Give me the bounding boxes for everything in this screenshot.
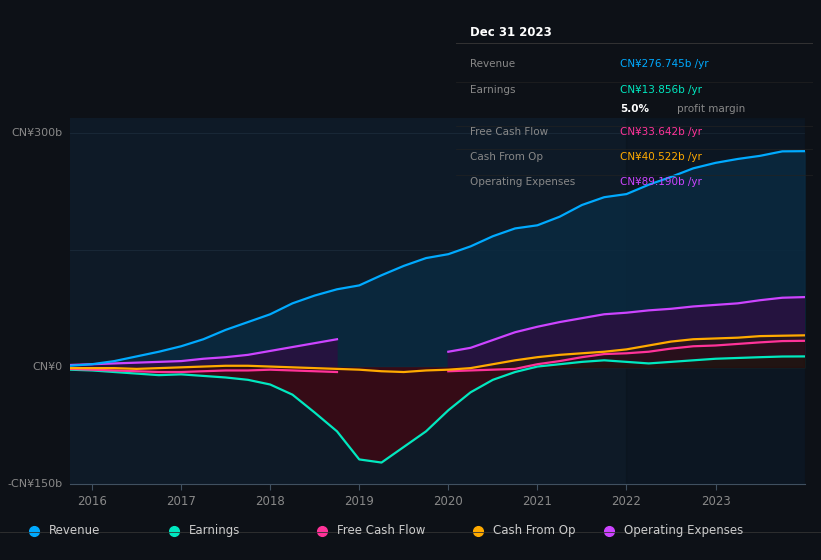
Text: CN¥33.642b /yr: CN¥33.642b /yr <box>620 127 702 137</box>
Text: profit margin: profit margin <box>677 104 745 114</box>
Text: Revenue: Revenue <box>470 59 515 69</box>
Text: Dec 31 2023: Dec 31 2023 <box>470 26 552 39</box>
Text: Cash From Op: Cash From Op <box>493 524 575 538</box>
Bar <box>626 118 805 484</box>
Text: 5.0%: 5.0% <box>620 104 649 114</box>
Text: Free Cash Flow: Free Cash Flow <box>337 524 425 538</box>
Text: CN¥0: CN¥0 <box>32 362 62 372</box>
Text: CN¥13.856b /yr: CN¥13.856b /yr <box>620 85 702 95</box>
Text: CN¥276.745b /yr: CN¥276.745b /yr <box>620 59 709 69</box>
Text: Earnings: Earnings <box>189 524 241 538</box>
Text: Operating Expenses: Operating Expenses <box>624 524 743 538</box>
Text: Cash From Op: Cash From Op <box>470 152 543 162</box>
Text: Revenue: Revenue <box>49 524 101 538</box>
Text: -CN¥150b: -CN¥150b <box>7 479 62 489</box>
Text: Free Cash Flow: Free Cash Flow <box>470 127 548 137</box>
Text: CN¥89.190b /yr: CN¥89.190b /yr <box>620 178 702 187</box>
Text: Operating Expenses: Operating Expenses <box>470 178 576 187</box>
Text: Earnings: Earnings <box>470 85 516 95</box>
Text: CN¥300b: CN¥300b <box>11 128 62 138</box>
Text: CN¥40.522b /yr: CN¥40.522b /yr <box>620 152 702 162</box>
